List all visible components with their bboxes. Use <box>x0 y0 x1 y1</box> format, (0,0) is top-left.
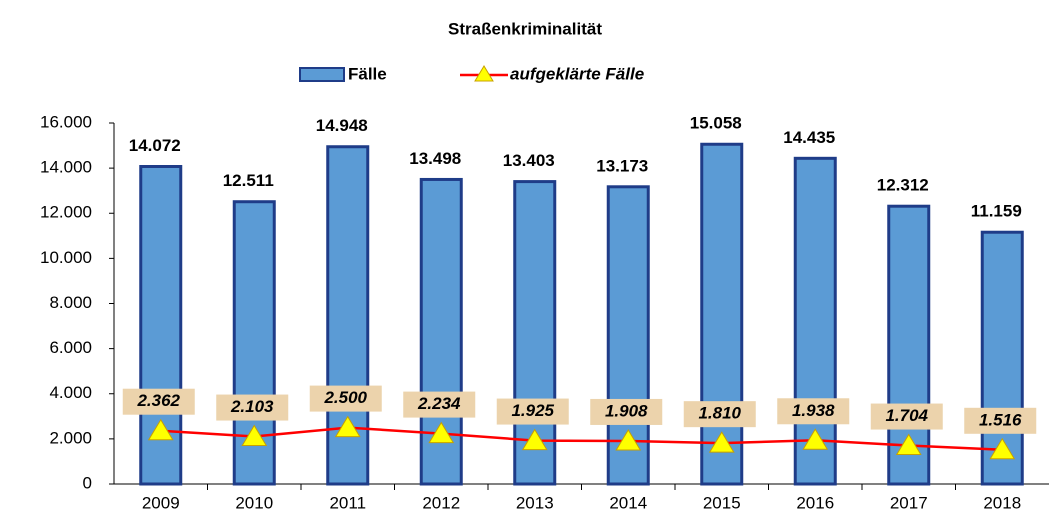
x-tick-label: 2015 <box>703 493 741 512</box>
value-label: 2.500 <box>323 388 367 407</box>
value-label: 2.103 <box>230 397 274 416</box>
marker <box>989 437 1016 460</box>
value-label: 13.498 <box>409 149 461 168</box>
y-tick-label: 10.000 <box>40 248 92 267</box>
value-label: 13.403 <box>503 151 555 170</box>
label-box <box>216 394 289 421</box>
x-tick-label: 2017 <box>890 493 928 512</box>
value-label: 14.948 <box>316 116 368 135</box>
y-tick-label: 14.000 <box>40 158 92 177</box>
y-tick-label: 0 <box>83 473 92 492</box>
value-label: 2.234 <box>417 394 461 413</box>
label-box <box>683 401 756 428</box>
marker <box>241 424 268 447</box>
chart-title: Straßenkriminalität <box>448 19 602 38</box>
marker <box>521 428 548 451</box>
value-label: 1.908 <box>605 401 648 420</box>
x-tick-label: 2013 <box>516 493 554 512</box>
y-tick-label: 8.000 <box>49 293 92 312</box>
label-box <box>590 398 663 425</box>
label-box <box>122 388 195 415</box>
label-box <box>309 385 382 412</box>
legend-swatch <box>299 67 345 82</box>
x-tick-label: 2009 <box>142 493 180 512</box>
marker <box>615 428 642 451</box>
marker <box>708 431 735 453</box>
value-label: 1.516 <box>979 410 1022 429</box>
x-tick-label: 2016 <box>796 493 834 512</box>
marker <box>334 415 361 438</box>
y-tick-label: 16.000 <box>40 112 92 131</box>
value-label: 1.704 <box>885 406 928 425</box>
x-tick-label: 2014 <box>609 493 647 512</box>
label-box <box>496 398 569 425</box>
value-label: 14.435 <box>783 128 835 147</box>
legend-label: aufgeklärte Fälle <box>510 64 644 83</box>
value-label: 15.058 <box>690 114 742 133</box>
value-label: 1.925 <box>511 401 554 420</box>
value-label: 2.362 <box>136 391 180 410</box>
value-label: 12.511 <box>223 171 274 190</box>
value-label: 12.312 <box>877 176 929 195</box>
marker <box>895 433 922 456</box>
legend-label: Fälle <box>348 64 387 83</box>
value-label: 11.159 <box>971 202 1022 221</box>
x-tick-label: 2012 <box>422 493 460 512</box>
value-label: 13.173 <box>596 156 648 175</box>
y-tick-label: 2.000 <box>49 428 92 447</box>
value-label: 1.810 <box>698 404 741 423</box>
x-tick-label: 2011 <box>329 493 366 512</box>
label-box <box>403 391 476 418</box>
marker <box>428 421 455 444</box>
y-tick-label: 12.000 <box>40 203 92 222</box>
y-tick-label: 4.000 <box>49 383 92 402</box>
value-label: 14.072 <box>129 136 181 155</box>
legend-marker <box>474 65 494 82</box>
label-box <box>870 403 943 430</box>
marker <box>147 418 174 441</box>
line <box>160 426 1003 452</box>
label-box <box>777 398 850 425</box>
bar <box>700 142 744 486</box>
marker <box>802 428 829 450</box>
label-box <box>964 407 1037 434</box>
x-tick-label: 2018 <box>983 493 1021 512</box>
value-label: 1.938 <box>792 401 835 420</box>
x-tick-label: 2010 <box>235 493 273 512</box>
y-tick-label: 6.000 <box>49 338 92 357</box>
